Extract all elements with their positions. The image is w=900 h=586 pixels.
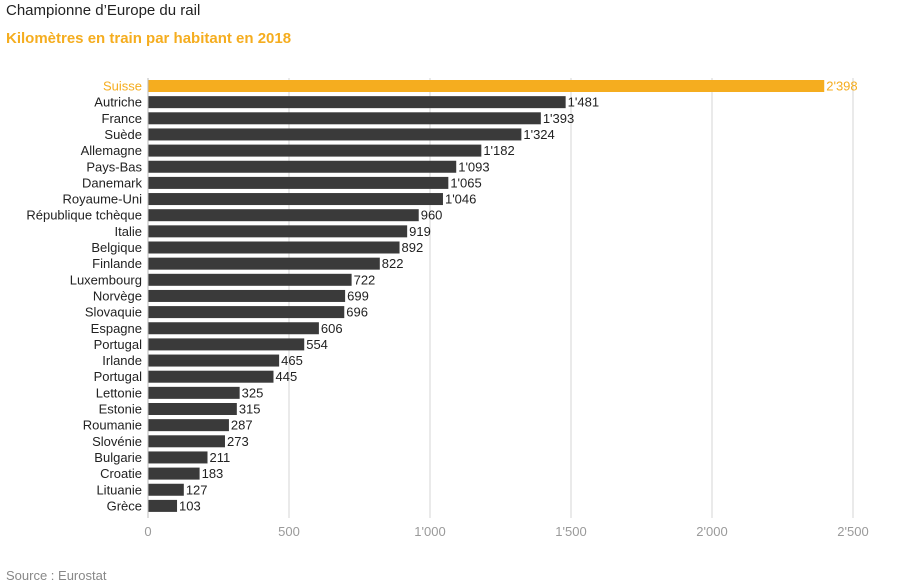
bar: [148, 451, 208, 464]
x-tick-label: 0: [144, 524, 151, 539]
category-label: Autriche: [94, 95, 142, 110]
category-label: Slovénie: [92, 434, 142, 449]
bar: [148, 289, 346, 302]
bar: [148, 144, 482, 157]
x-tick-label: 1'000: [414, 524, 445, 539]
value-label: 287: [231, 418, 253, 433]
value-label: 919: [409, 224, 431, 239]
bar: [148, 193, 443, 206]
bar: [148, 273, 352, 286]
value-label: 554: [306, 337, 328, 352]
bar: [148, 257, 380, 270]
bar: [148, 128, 522, 141]
category-label: Suède: [104, 127, 142, 142]
source-note: Source : Eurostat: [6, 568, 107, 583]
value-label: 1'065: [450, 175, 481, 190]
x-tick-label: 500: [278, 524, 300, 539]
category-label: Italie: [115, 224, 142, 239]
bar: [148, 241, 400, 254]
category-label: Grèce: [107, 498, 142, 513]
bar: [148, 225, 408, 238]
bar: [148, 176, 449, 189]
value-label: 1'182: [483, 143, 514, 158]
value-label: 315: [239, 402, 261, 417]
category-label: Bulgarie: [94, 450, 142, 465]
category-label: Allemagne: [81, 143, 142, 158]
value-label: 1'093: [458, 159, 489, 174]
chart-title: Championne d’Europe du rail: [6, 2, 201, 19]
category-label: France: [102, 111, 142, 126]
value-label: 606: [321, 321, 343, 336]
x-tick-label: 2'000: [696, 524, 727, 539]
bar: [148, 96, 566, 109]
value-label: 445: [275, 369, 297, 384]
category-label: République tchèque: [26, 208, 142, 223]
x-tick-label: 2'500: [837, 524, 868, 539]
bar: [148, 306, 345, 319]
category-label: Norvège: [93, 288, 142, 303]
value-label: 1'393: [543, 111, 574, 126]
bar: [148, 160, 457, 173]
value-label: 127: [186, 482, 208, 497]
bar: [148, 419, 229, 432]
bar: [148, 386, 240, 399]
chart-subtitle: Kilomètres en train par habitant en 2018: [6, 30, 292, 47]
category-label: Croatie: [100, 466, 142, 481]
bar: [148, 467, 200, 480]
bar: [148, 80, 825, 92]
category-label: Danemark: [82, 175, 142, 190]
bar: [148, 338, 305, 351]
category-label: Roumanie: [83, 418, 142, 433]
category-label: Lettonie: [96, 385, 142, 400]
value-label: 325: [242, 385, 264, 400]
category-label: Portugal: [94, 369, 143, 384]
bar: [148, 435, 225, 448]
x-tick-label: 1'500: [555, 524, 586, 539]
bar: [148, 483, 184, 496]
value-label: 1'481: [568, 95, 599, 110]
category-label: Finlande: [92, 256, 142, 271]
category-label: Belgique: [91, 240, 142, 255]
category-label: Estonie: [99, 402, 142, 417]
category-label: Portugal: [94, 337, 143, 352]
category-label: Lituanie: [96, 482, 142, 497]
value-label: 699: [347, 288, 369, 303]
category-label: Pays-Bas: [86, 159, 142, 174]
bar: [148, 209, 419, 222]
value-label: 1'324: [523, 127, 554, 142]
value-label: 960: [421, 208, 443, 223]
value-label: 1'046: [445, 192, 476, 207]
value-label: 722: [354, 272, 376, 287]
bar: [148, 403, 237, 415]
category-label: Espagne: [91, 321, 142, 336]
value-label: 892: [402, 240, 424, 255]
value-label: 211: [210, 450, 231, 465]
bar: [148, 322, 319, 335]
value-label: 273: [227, 434, 249, 449]
value-label: 183: [202, 466, 224, 481]
bar: [148, 370, 274, 383]
category-label: Luxembourg: [70, 272, 142, 287]
value-label: 2'398: [826, 79, 857, 94]
value-label: 103: [179, 498, 201, 513]
bar: [148, 354, 280, 367]
category-label: Slovaquie: [85, 305, 142, 320]
bar: [148, 112, 541, 125]
value-label: 465: [281, 353, 303, 368]
category-label: Royaume-Uni: [63, 192, 143, 207]
category-label: Suisse: [103, 79, 142, 94]
value-label: 822: [382, 256, 404, 271]
bar-chart: 0 500 1'000 1'500 2'000 2'500 Suisse 2'398 Autri…: [26, 78, 869, 539]
bar: [148, 499, 178, 512]
value-label: 696: [346, 305, 368, 320]
category-label: Irlande: [102, 353, 142, 368]
